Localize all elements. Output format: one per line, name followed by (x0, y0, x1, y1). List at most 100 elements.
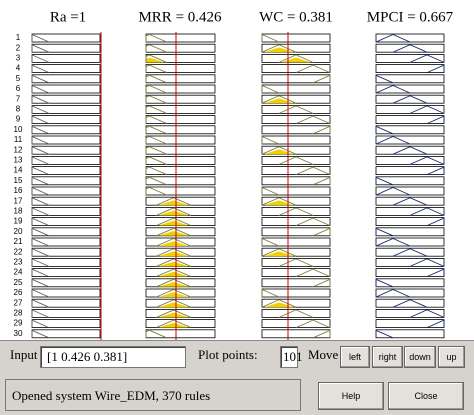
row-number: 5 (16, 74, 21, 83)
membership-function (261, 288, 280, 298)
rule-cell (375, 319, 445, 329)
row-number: 30 (14, 329, 23, 338)
row-number: 3 (16, 54, 21, 63)
rule-cell (31, 125, 101, 135)
membership-function (261, 248, 297, 257)
rule-cell (31, 278, 101, 288)
rule-cell (375, 206, 445, 216)
row-number: 10 (14, 125, 23, 134)
rule-cell (31, 319, 101, 329)
membership-function (31, 207, 50, 216)
rule-cell (375, 217, 445, 227)
membership-function (392, 146, 428, 155)
plot-points-field[interactable]: 101 (280, 346, 303, 368)
status-bar: Opened system Wire_EDM, 370 rules (5, 379, 301, 411)
membership-function (31, 237, 50, 247)
rule-cell (261, 64, 331, 73)
rule-cell (375, 64, 445, 73)
rule-cell (145, 105, 216, 114)
rule-cell (261, 206, 331, 216)
rule-cell (145, 74, 216, 84)
membership-function (31, 105, 50, 114)
rule-cell (145, 64, 216, 73)
plot-points-label: Plot points: (198, 347, 258, 362)
membership-function (392, 248, 428, 257)
membership-function (312, 329, 331, 339)
fired-area (264, 251, 294, 257)
membership-function (31, 268, 50, 278)
fired-area (158, 322, 189, 328)
rule-cell (375, 84, 445, 94)
rule-cell (145, 155, 216, 165)
membership-function (426, 268, 445, 278)
rule-cell (261, 74, 331, 84)
membership-function (392, 299, 428, 308)
rule-cell (261, 308, 331, 318)
membership-function (31, 288, 50, 298)
membership-function (278, 54, 314, 63)
rule-cell (31, 268, 101, 278)
membership-function (278, 156, 314, 165)
membership-function (295, 115, 331, 125)
membership-function (375, 34, 411, 43)
membership-function (392, 197, 428, 206)
membership-function (156, 217, 192, 227)
move-right-button[interactable]: right (372, 346, 403, 368)
membership-function (145, 95, 167, 104)
row-number: 25 (14, 278, 23, 287)
membership-function (392, 44, 428, 53)
close-button[interactable]: Close (388, 382, 464, 410)
membership-function (375, 74, 394, 84)
membership-function (156, 197, 192, 206)
rule-cell (375, 105, 445, 114)
membership-function (375, 289, 411, 298)
membership-function (31, 176, 50, 186)
help-button[interactable]: Help (318, 382, 384, 410)
rule-cell (145, 84, 216, 94)
move-left-button[interactable]: left (340, 346, 370, 368)
rule-cell (261, 268, 331, 278)
row-number: 16 (14, 186, 23, 195)
fired-area (158, 271, 189, 277)
fired-area (281, 57, 311, 63)
column-header: WC = 0.381 (259, 9, 333, 25)
move-down-button[interactable]: down (404, 346, 436, 368)
membership-function (31, 329, 50, 339)
membership-function (261, 135, 280, 145)
rule-viewer: Ra =1 MRR = 0.426 WC = 0.381 MPCI = 0.66712… (14, 9, 454, 340)
membership-function (278, 207, 314, 216)
membership-function (375, 278, 394, 288)
fired-area (146, 57, 165, 63)
rule-cell (261, 166, 331, 176)
rule-cell (375, 94, 445, 104)
rule-cell (261, 319, 331, 329)
rule-cell (375, 54, 445, 63)
membership-function (145, 85, 167, 94)
row-number: 7 (16, 94, 21, 103)
rule-cell (261, 186, 331, 196)
membership-function (261, 146, 297, 155)
column-header: MRR = 0.426 (138, 9, 222, 25)
input-field[interactable]: [1 0.426 0.381] (40, 346, 186, 368)
rule-cell (145, 33, 216, 43)
membership-function (426, 319, 445, 329)
rule-cell (375, 145, 445, 155)
rule-cell (31, 329, 101, 339)
membership-function (261, 197, 297, 206)
membership-function (156, 207, 192, 216)
rule-cell (145, 94, 216, 104)
fired-area (158, 220, 189, 226)
rule-cell (31, 155, 101, 165)
membership-function (278, 105, 314, 114)
move-up-button[interactable]: up (438, 346, 465, 368)
row-number: 2 (16, 43, 21, 52)
rule-cell (145, 115, 216, 124)
rule-cell (375, 247, 445, 257)
membership-function (31, 33, 50, 43)
membership-function (156, 258, 192, 267)
membership-function (409, 309, 445, 318)
row-number: 8 (16, 105, 21, 114)
membership-function (392, 95, 428, 104)
rule-cell (31, 135, 101, 145)
